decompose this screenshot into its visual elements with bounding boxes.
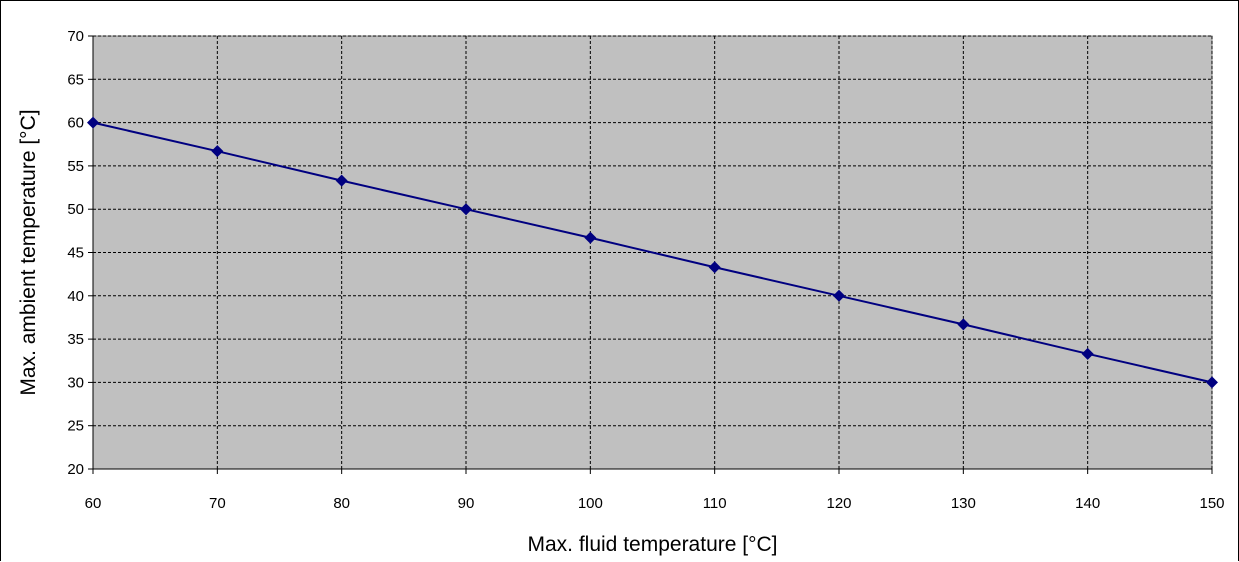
y-tick-label: 65 [67,71,84,88]
x-tick-label: 100 [578,495,603,512]
x-axis-title: Max. fluid temperature [°C] [528,533,778,556]
x-tick-label: 80 [333,495,350,512]
data-point-marker [460,203,472,216]
data-point-marker [584,231,597,244]
y-tick-label: 45 [67,245,84,262]
gridlines [93,35,1213,469]
y-tick-label: 55 [67,158,84,175]
y-tick-label: 50 [67,201,84,218]
data-point-marker [1081,347,1094,360]
x-tick-label: 130 [951,495,976,512]
data-point-marker [708,261,721,274]
data-point-marker [833,289,845,302]
y-axis-title: Max. ambient temperature [°C] [17,109,40,395]
axes: 20 25 30 35 40 45 50 55 60 65 70 60 70 80 90 100 110 120 1… [67,28,1224,512]
x-tick-label: 70 [209,495,226,512]
y-tick-label: 40 [67,288,84,305]
y-tick-label: 70 [67,28,84,45]
data-point-marker [957,318,970,331]
x-tick-label: 110 [703,495,727,512]
y-tick-label: 60 [67,115,84,132]
data-point-marker [1206,376,1218,389]
x-tick-label: 60 [85,495,102,512]
x-tick-label: 90 [458,495,475,512]
y-tick-label: 25 [67,418,84,435]
data-point-marker [335,174,348,187]
data-point-marker [211,145,224,158]
y-tick-label: 30 [67,374,84,391]
series-line [92,121,1213,384]
x-tick-label: 120 [826,495,851,512]
x-tick-label: 150 [1199,495,1224,512]
x-tick-label: 140 [1075,495,1100,512]
data-series [87,116,1218,389]
y-tick-label: 20 [67,461,84,478]
y-tick-label: 35 [67,331,84,348]
data-point-marker [87,116,99,129]
